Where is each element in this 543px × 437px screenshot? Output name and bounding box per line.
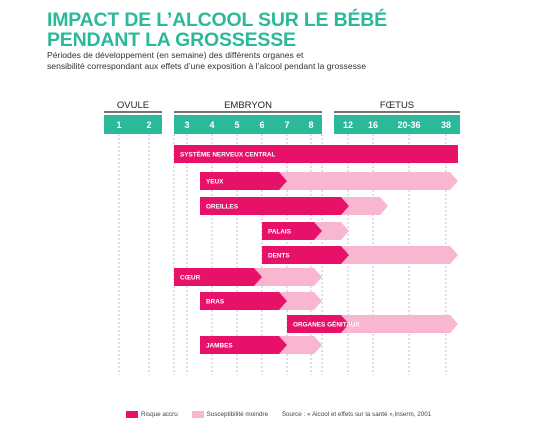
week-tick-label: 6 [259,120,264,130]
bar-row: BRAS [200,292,322,310]
bar-susceptibility [314,222,349,240]
bar-label: YEUX [206,179,224,186]
bar-risk [262,222,322,240]
subtitle: Périodes de développement (en semaine) d… [47,50,366,72]
bar-susceptibility [341,315,458,333]
legend-risk: Risque accru [126,411,178,418]
bar-row: YEUX [200,172,458,190]
bar-risk [174,145,458,163]
legend-susceptibility-label: Susceptibilité moindre [206,411,269,419]
legend-susceptibility: Susceptibilité moindre [191,411,269,419]
period-band [174,115,322,134]
bar-label: BRAS [206,299,225,306]
bar-label: SYSTÈME NERVEUX CENTRAL [180,150,275,159]
legend: Risque accru Susceptibilité moindre Sour… [126,411,443,418]
bar-row: SYSTÈME NERVEUX CENTRAL [174,145,458,163]
week-tick-label: 8 [308,120,313,130]
week-tick-label: 3 [184,120,189,130]
bar-susceptibility [279,172,458,190]
legend-risk-label: Risque accru [141,411,178,419]
bar-susceptibility [254,268,322,286]
title-line-1: IMPACT DE L’ALCOOL SUR LE BÉBÉ [47,9,387,31]
bar-label: ORGANES GÉNITAUX [293,320,360,329]
period-band [334,115,460,134]
bar-susceptibility [279,336,322,354]
bar-row: OREILLES [200,197,388,215]
legend-risk-swatch [126,411,138,418]
bar-label: CŒUR [180,275,201,282]
bar-risk [200,172,287,190]
bar-label: OREILLES [206,204,239,211]
week-tick-label: 20-36 [397,120,420,130]
source-note: Source : « Alcool et effets sur la santé… [281,411,432,419]
week-tick-label: 1 [116,120,121,130]
week-tick-label: 5 [234,120,239,130]
bar-row: DENTS [262,246,458,264]
bar-row: CŒUR [174,268,322,286]
bar-risk [200,336,287,354]
bar-risk [174,268,262,286]
bar-risk [262,246,349,264]
title-line-2: PENDANT LA GROSSESSE [47,29,296,51]
subtitle-line-1: Périodes de développement (en semaine) d… [47,50,304,60]
period-label: OVULE [117,100,149,111]
legend-susceptibility-swatch [191,411,204,418]
bar-label: JAMBES [206,343,233,350]
bar-risk [200,197,349,215]
bar-label: PALAIS [268,229,292,236]
bar-susceptibility [341,197,388,215]
bar-risk [287,315,349,333]
period-label: FŒTUS [380,100,414,111]
organ-bars: SYSTÈME NERVEUX CENTRAL YEUX OREILLES PALAI… [174,145,458,354]
week-tick-label: 16 [368,120,378,130]
page-title: IMPACT DE L’ALCOOL SUR LE BÉBÉ PENDANT L… [47,10,387,50]
bar-susceptibility [279,292,322,310]
bar-row: JAMBES [200,336,322,354]
bar-susceptibility [341,246,458,264]
subtitle-line-2: sensibilité correspondant aux effets d’u… [47,61,366,71]
bar-row: ORGANES GÉNITAUX [287,315,458,333]
week-tick-label: 38 [441,120,451,130]
week-tick-label: 7 [284,120,289,130]
week-tick-label: 4 [209,120,214,130]
period-band [104,115,162,134]
week-tick-label: 2 [146,120,151,130]
week-tick-label: 12 [343,120,353,130]
period-label: EMBRYON [224,100,272,111]
bar-row: PALAIS [262,222,349,240]
bar-label: DENTS [268,253,290,260]
bar-risk [200,292,287,310]
